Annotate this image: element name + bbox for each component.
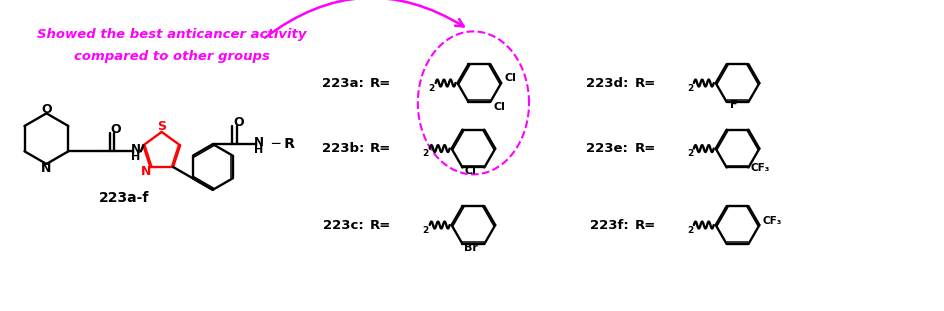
Text: compared to other groups: compared to other groups	[74, 50, 269, 63]
Text: Cl: Cl	[464, 166, 476, 176]
Text: 2: 2	[422, 225, 429, 234]
Text: S: S	[157, 120, 166, 133]
Text: N: N	[141, 165, 151, 179]
Text: 2: 2	[686, 225, 692, 234]
Text: R=: R=	[633, 142, 655, 155]
Text: O: O	[110, 123, 121, 136]
Text: 2: 2	[422, 149, 429, 158]
Text: 223a-f: 223a-f	[98, 191, 149, 205]
Text: Br: Br	[464, 243, 478, 253]
Text: N: N	[253, 136, 263, 149]
Text: 223d:: 223d:	[585, 77, 628, 90]
Text: 223f:: 223f:	[589, 219, 628, 232]
Text: 2: 2	[686, 149, 692, 158]
Text: N: N	[131, 143, 141, 156]
Text: ─ R: ─ R	[271, 137, 295, 151]
Text: O: O	[233, 116, 244, 129]
Text: 2: 2	[686, 84, 692, 92]
Text: R=: R=	[370, 77, 391, 90]
Text: 2: 2	[429, 84, 434, 92]
Text: H: H	[131, 152, 141, 162]
Text: CF₃: CF₃	[750, 164, 769, 174]
Text: R=: R=	[370, 219, 391, 232]
Text: 223c:: 223c:	[323, 219, 363, 232]
Text: N: N	[42, 162, 52, 175]
Text: Cl: Cl	[504, 73, 515, 83]
Text: 223e:: 223e:	[586, 142, 628, 155]
Text: R=: R=	[370, 142, 391, 155]
Text: R=: R=	[633, 77, 655, 90]
Text: F: F	[729, 100, 736, 110]
Text: CF₃: CF₃	[762, 216, 781, 226]
Text: 223b:: 223b:	[322, 142, 363, 155]
Text: O: O	[42, 103, 52, 116]
Text: H: H	[254, 145, 262, 155]
Text: Cl: Cl	[493, 102, 505, 112]
Text: R=: R=	[633, 219, 655, 232]
Text: 223a:: 223a:	[322, 77, 363, 90]
Text: Showed the best anticancer activity: Showed the best anticancer activity	[37, 28, 306, 41]
